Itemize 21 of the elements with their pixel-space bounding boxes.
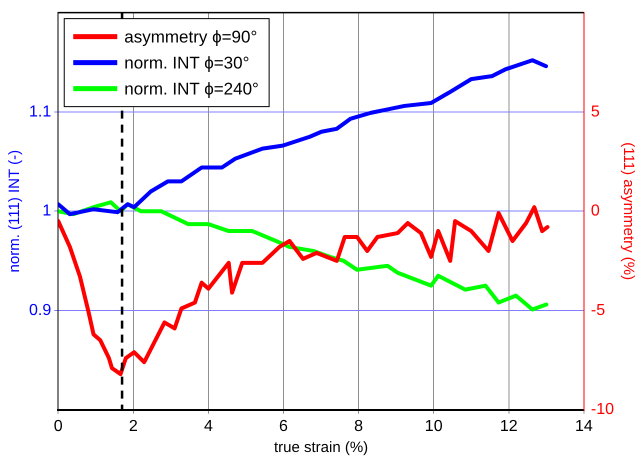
y2-tick-label: 5 — [590, 103, 600, 120]
legend-label: asymmetry ϕ=90° — [124, 27, 258, 46]
x-tick-label: 0 — [54, 418, 63, 435]
y-tick-label: 0.9 — [28, 302, 52, 319]
y2-axis-title: (111) asymmetry (%) — [620, 142, 637, 280]
x-tick-label: 10 — [424, 418, 443, 435]
y2-tick-label: -10 — [590, 401, 614, 418]
x-tick-label: 2 — [128, 418, 138, 435]
y-tick-label: 1 — [42, 202, 52, 220]
y2-tick-label: -5 — [590, 302, 606, 319]
y-tick-label: 1.1 — [28, 103, 52, 120]
x-tick-label: 14 — [574, 418, 593, 435]
y2-tick-label: 0 — [590, 202, 600, 220]
legend-label: norm. INT ϕ=30° — [124, 53, 250, 72]
x-tick-label: 8 — [354, 418, 364, 435]
x-tick-label: 6 — [279, 418, 288, 435]
x-tick-label: 12 — [500, 418, 518, 435]
legend-label: norm. INT ϕ=240° — [124, 79, 259, 98]
x-tick-label: 4 — [204, 418, 213, 435]
y-axis-title: norm. (111) INT (-) — [6, 150, 24, 272]
x-axis-title: true strain (%) — [274, 439, 368, 456]
